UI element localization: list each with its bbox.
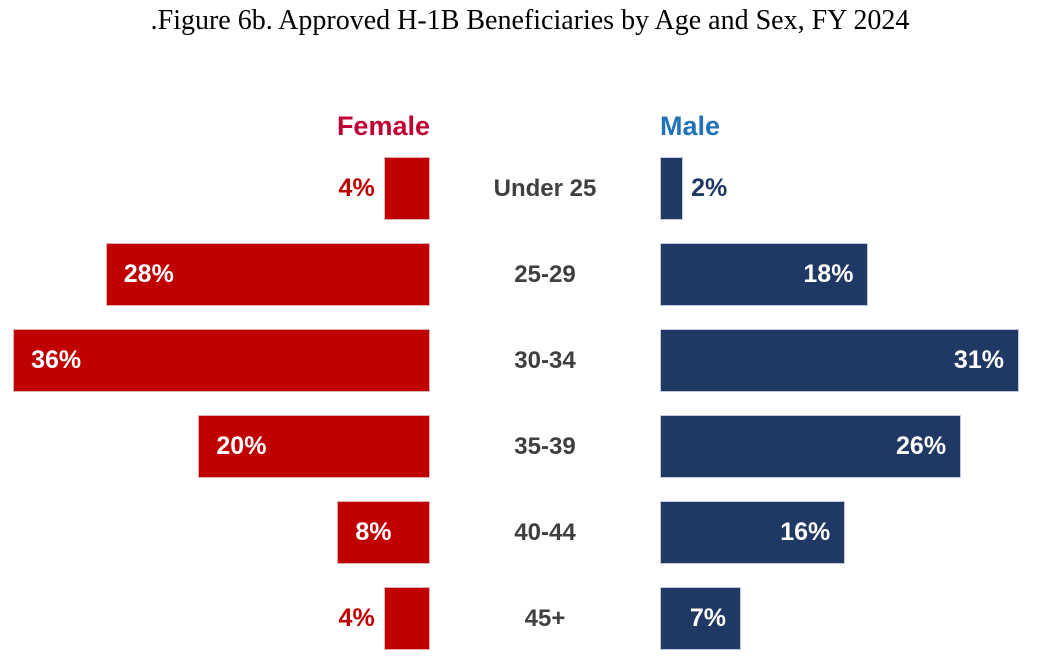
male-legend-label: Male [660, 111, 721, 141]
female-bar [383, 587, 430, 650]
male-bar: 16% [660, 501, 846, 564]
female-bar: 28% [105, 243, 430, 306]
male-bar: 18% [660, 243, 869, 306]
male-bar: 7% [660, 587, 742, 650]
chart-row-35-39: 20% 35-39 26% [0, 415, 1060, 478]
male-value-label: 26% [896, 432, 947, 460]
chart-row-under-25: 4% Under 25 2% [0, 157, 1060, 220]
male-value-label: 31% [953, 346, 1004, 374]
chart-row-40-44: 8% 40-44 16% [0, 501, 1060, 564]
age-group-label: 35-39 [514, 432, 576, 460]
age-group-label: 40-44 [514, 518, 576, 546]
male-bar: 26% [660, 415, 962, 478]
male-value-label: 18% [803, 260, 854, 288]
female-legend-label: Female [336, 111, 430, 141]
female-bar: 8% [337, 501, 430, 564]
chart-row-25-29: 28% 25-29 18% [0, 243, 1060, 306]
female-value-label: 20% [216, 432, 267, 460]
female-bar: 36% [13, 329, 430, 392]
female-value-label: 36% [31, 346, 82, 374]
female-bar [383, 157, 430, 220]
male-bar: 31% [660, 329, 1019, 392]
age-group-label: 45+ [524, 604, 566, 632]
age-group-label: 30-34 [514, 346, 576, 374]
pyramid-chart: Female Male 4% Under 25 2% 28% 25-29 [0, 109, 1060, 650]
female-bar: 20% [198, 415, 430, 478]
legend-row: Female Male [0, 109, 1060, 143]
male-value-label: 2% [691, 174, 728, 202]
male-value-label: 7% [689, 604, 727, 632]
figure-title: .Figure 6b. Approved H-1B Beneficiaries … [150, 5, 910, 36]
chart-row-45-plus: 4% 45+ 7% [0, 587, 1060, 650]
female-value-label: 28% [123, 260, 174, 288]
male-bar [660, 157, 684, 220]
female-value-label: 8% [355, 518, 392, 546]
female-value-label: 4% [338, 174, 375, 202]
age-group-label: 25-29 [514, 260, 576, 288]
chart-row-30-34: 36% 30-34 31% [0, 329, 1060, 392]
male-value-label: 16% [780, 518, 831, 546]
female-value-label: 4% [338, 604, 375, 632]
age-group-label: Under 25 [493, 174, 597, 202]
